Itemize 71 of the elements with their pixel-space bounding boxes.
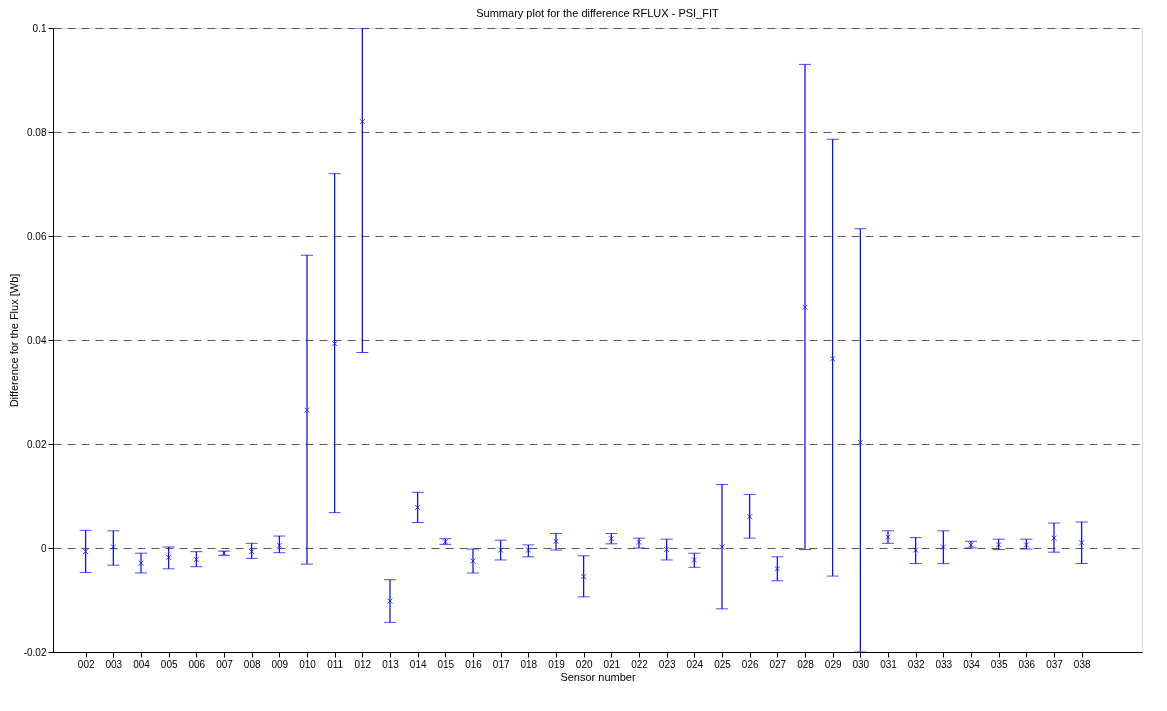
x-tick-label: 019: [548, 658, 566, 670]
point: [331, 340, 338, 347]
x-tick-label: 011: [327, 658, 344, 670]
x-tick-label: 029: [824, 658, 842, 670]
point: [857, 439, 864, 446]
x-tick-label: 026: [741, 658, 759, 670]
x-tick-label: 025: [714, 658, 732, 670]
point: [359, 118, 366, 125]
x-tick-label: 009: [271, 658, 289, 670]
x-tick-label: 020: [575, 658, 593, 670]
y-tick-label: 0.08: [27, 126, 47, 138]
point: [414, 504, 421, 511]
y-tick-label: 0.06: [27, 230, 47, 242]
x-tick-label: 033: [935, 658, 953, 670]
x-tick-label: 014: [409, 658, 427, 670]
point: [304, 407, 310, 414]
x-tick-label: 007: [216, 658, 234, 670]
x-tick-label: 024: [686, 658, 704, 670]
point: [829, 355, 836, 362]
x-tick-label: 015: [437, 658, 455, 670]
y-tick-label: 0.02: [27, 438, 47, 450]
point: [940, 543, 947, 550]
x-tick-label: 035: [990, 658, 1008, 670]
x-tick-label: 004: [133, 658, 151, 670]
point: [497, 547, 504, 554]
x-tick-label: 034: [963, 658, 981, 670]
point: [1078, 539, 1085, 546]
x-tick-label: 012: [354, 658, 372, 670]
y-tick-label: 0: [40, 542, 47, 554]
point: [580, 573, 587, 580]
point: [110, 543, 117, 550]
x-tick-label: 003: [105, 658, 123, 670]
x-tick-label: 013: [382, 658, 400, 670]
y-axis-title: Difference for the Flux [Wb]: [7, 273, 20, 408]
x-tick-label: 016: [465, 658, 483, 670]
x-tick-label: 021: [603, 658, 621, 670]
x-tick-label: 005: [160, 658, 178, 670]
point: [193, 556, 200, 563]
x-tick-label: 022: [631, 658, 649, 670]
x-tick-label: 030: [852, 658, 870, 670]
chart-title: Summary plot for the difference RFLUX - PSI_FIT: [476, 7, 720, 19]
x-tick-label: 006: [188, 658, 206, 670]
x-tick-label: 017: [492, 658, 510, 670]
x-tick-label: 031: [880, 658, 898, 670]
point: [774, 565, 781, 572]
x-tick-label: 023: [658, 658, 676, 670]
point: [746, 513, 753, 520]
x-tick-label: 008: [243, 658, 261, 670]
point: [802, 304, 808, 311]
y-tick-label: -0.02: [23, 646, 47, 658]
point: [276, 542, 283, 549]
point: [912, 547, 919, 554]
point: [1051, 535, 1057, 542]
x-tick-label: 038: [1073, 658, 1091, 670]
x-tick-label: 027: [769, 658, 787, 670]
point: [165, 554, 172, 561]
x-tick-label: 028: [797, 658, 815, 670]
x-tick-label: 032: [907, 658, 925, 670]
x-axis-title: Sensor number: [560, 670, 636, 683]
x-tick-label: 018: [520, 658, 538, 670]
y-tick-label: 0.04: [27, 334, 47, 346]
x-tick-label: 037: [1046, 658, 1064, 670]
point: [248, 548, 255, 555]
point: [691, 556, 698, 563]
point: [553, 538, 559, 545]
x-tick-label: 002: [77, 658, 95, 670]
x-tick-label: 036: [1018, 658, 1036, 670]
x-tick-label: 010: [299, 658, 317, 670]
y-tick-label: 0.1: [32, 22, 47, 34]
point: [663, 546, 670, 553]
point: [82, 548, 89, 555]
